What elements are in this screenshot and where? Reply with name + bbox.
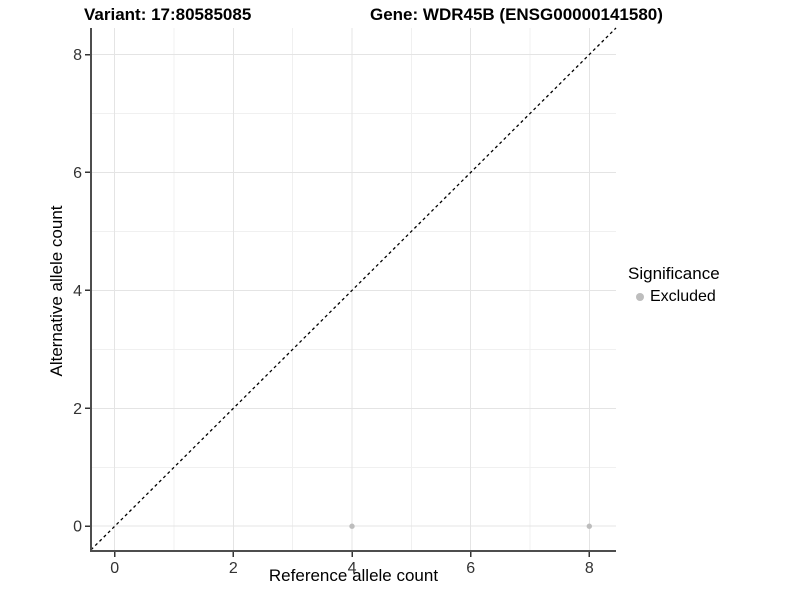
legend-title: Significance — [628, 264, 720, 283]
variant-title: Variant: 17:80585085 — [84, 5, 252, 24]
y-tick-label: 2 — [73, 401, 82, 418]
x-tick-label: 0 — [110, 560, 119, 577]
excluded-point-swatch — [636, 293, 644, 301]
x-tick-label: 6 — [466, 560, 475, 577]
series-excluded-points — [349, 523, 593, 529]
y-tick-label: 0 — [73, 519, 82, 536]
x-tick-label: 2 — [229, 560, 238, 577]
x-tick-label: 8 — [585, 560, 594, 577]
legend: Significance Excluded — [628, 263, 720, 307]
legend-item-label: Excluded — [650, 288, 716, 305]
legend-item-excluded: Excluded — [636, 287, 720, 307]
data-point — [586, 523, 593, 529]
grid-minor — [91, 28, 616, 551]
y-tick-label: 4 — [73, 283, 82, 300]
grid-major — [91, 28, 616, 551]
identity-reference-line — [90, 27, 617, 551]
x-tick-label: 4 — [348, 560, 357, 577]
axis-ticks — [85, 53, 591, 557]
axis-lines — [90, 28, 616, 552]
x-axis-title: Reference allele count — [268, 566, 439, 585]
y-tick-label: 6 — [73, 165, 82, 182]
tick-labels: 0 2 4 6 8 0 2 4 6 8 — [73, 47, 594, 577]
y-tick-label: 8 — [73, 47, 82, 64]
y-axis-title: Alternative allele count — [47, 205, 66, 377]
data-point — [349, 523, 355, 529]
gene-title: Gene: WDR45B (ENSG00000141580) — [370, 5, 663, 24]
